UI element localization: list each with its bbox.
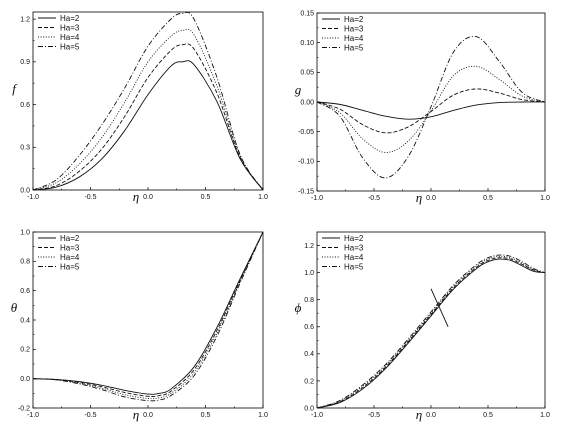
- x-tick-label: -0.5: [368, 412, 380, 419]
- series-line-Ha=3: [33, 232, 263, 397]
- x-axis-label: η: [133, 407, 139, 422]
- x-tick-label: 1.0: [258, 194, 268, 201]
- y-tick-label: 0.6: [20, 288, 30, 295]
- legend-label: Ha=5: [60, 42, 80, 51]
- legend-label: Ha=3: [344, 243, 364, 252]
- series-line-Ha=5: [33, 12, 263, 190]
- legend-label: Ha=2: [344, 15, 364, 24]
- series-line-Ha=2: [317, 258, 545, 408]
- legend-label: Ha=4: [344, 34, 364, 43]
- y-tick-label: 0.00: [300, 99, 314, 106]
- legend: Ha=2Ha=3Ha=4Ha=5: [38, 234, 80, 271]
- x-tick-label: 0.0: [143, 194, 153, 201]
- y-tick-label: -0.2: [18, 405, 30, 412]
- x-axis-label: η: [416, 190, 422, 205]
- series-line-Ha=2: [33, 60, 263, 190]
- y-tick-label: 0.3: [20, 145, 30, 152]
- series-line-Ha=4: [33, 232, 263, 400]
- series-line-Ha=2: [33, 232, 263, 395]
- series-line-Ha=5: [317, 254, 545, 408]
- y-tick-label: 1.0: [304, 270, 314, 277]
- y-tick-label: 0.8: [20, 259, 30, 266]
- x-tick-label: 0.0: [143, 412, 153, 419]
- y-tick-label: 0.0: [304, 405, 314, 412]
- y-tick-label: 0.0: [20, 376, 30, 383]
- legend-label: Ha=2: [344, 234, 364, 243]
- y-tick-label: 1.0: [20, 229, 30, 236]
- panel-1: -1.0 -0.5 0.0 0.5 1.00.00.30.60.91.2ηfHa=2Ha…: [12, 11, 268, 204]
- y-axis-label: g: [295, 82, 302, 97]
- x-tick-label: -1.0: [311, 412, 323, 419]
- legend-label: Ha=4: [60, 253, 80, 262]
- series-line-Ha=3: [33, 43, 263, 190]
- x-tick-label: -0.5: [84, 194, 96, 201]
- x-tick-label: -1.0: [27, 412, 39, 419]
- y-tick-label: 0.0: [20, 187, 30, 194]
- x-axis-label: η: [416, 407, 422, 422]
- x-tick-label: 0.5: [483, 195, 493, 202]
- legend-label: Ha=2: [60, 14, 80, 23]
- y-axis-label: θ: [11, 300, 18, 315]
- x-axis-label: η: [133, 189, 139, 204]
- x-tick-label: 1.0: [258, 412, 268, 419]
- legend-label: Ha=2: [60, 234, 80, 243]
- legend-label: Ha=5: [60, 262, 80, 271]
- x-tick-label: 0.0: [426, 412, 436, 419]
- legend: Ha=2Ha=3Ha=4Ha=5: [322, 15, 364, 52]
- x-tick-label: 0.5: [483, 412, 493, 419]
- x-tick-label: 0.5: [201, 412, 211, 419]
- y-tick-label: 0.6: [20, 102, 30, 109]
- y-tick-label: 0.8: [304, 297, 314, 304]
- y-tick-label: 0.2: [20, 347, 30, 354]
- legend-label: Ha=3: [60, 23, 80, 32]
- x-tick-label: 1.0: [540, 412, 550, 419]
- x-tick-label: -0.5: [84, 412, 96, 419]
- x-tick-label: -1.0: [311, 195, 323, 202]
- y-axis-label: ϕ: [295, 300, 302, 315]
- series-line-Ha=4: [317, 255, 545, 408]
- series-line-Ha=3: [317, 88, 545, 134]
- y-tick-label: -0.15: [298, 188, 314, 195]
- panel-4: -1.0 -0.5 0.0 0.5 1.0 0.0 0.2 0.4 0.6 0.8 1.0 1.2 η ϕ…: [295, 231, 550, 422]
- x-tick-label: -1.0: [27, 194, 39, 201]
- legend-label: Ha=3: [344, 24, 364, 33]
- x-tick-label: -0.5: [368, 195, 380, 202]
- legend-label: Ha=5: [344, 43, 364, 52]
- y-tick-label: 0.4: [20, 317, 30, 324]
- y-axis-label: f: [12, 81, 18, 96]
- y-tick-label: 0.15: [300, 10, 314, 17]
- y-tick-label: 1.2: [304, 243, 314, 250]
- legend-label: Ha=3: [60, 243, 80, 252]
- x-tick-label: 0.0: [426, 195, 436, 202]
- series-line-Ha=2: [317, 101, 545, 120]
- series-line-Ha=3: [317, 257, 545, 408]
- legend-label: Ha=5: [344, 262, 364, 271]
- legend-label: Ha=4: [60, 33, 80, 42]
- series-line-Ha=4: [33, 28, 263, 190]
- y-tick-label: 0.4: [304, 351, 314, 358]
- y-tick-label: 0.6: [304, 324, 314, 331]
- y-tick-label: 0.10: [300, 40, 314, 47]
- panel-3: -1.0 -0.5 0.0 0.5 1.0 -0.2 0.0 0.2 0.4 0.6 0.8 1.0 η…: [11, 229, 268, 422]
- y-tick-label: 0.2: [304, 378, 314, 385]
- legend-label: Ha=4: [344, 253, 364, 262]
- y-tick-label: 0.9: [20, 59, 30, 66]
- y-tick-label: -0.10: [298, 159, 314, 166]
- series-line-Ha=5: [33, 232, 263, 402]
- legend: Ha=2Ha=3Ha=4Ha=5: [38, 14, 80, 51]
- x-tick-label: 1.0: [540, 195, 550, 202]
- y-tick-label: 0.05: [300, 70, 314, 77]
- series-line-Ha=4: [317, 65, 545, 153]
- y-tick-label: 1.2: [20, 17, 30, 24]
- legend: Ha=2Ha=3Ha=4Ha=5: [322, 234, 364, 271]
- panel-2: -1.0 -0.5 0.0 0.5 1.0 -0.15 -0.10 -0.05 0.00 0.05…: [295, 10, 550, 205]
- y-tick-label: -0.05: [298, 129, 314, 136]
- series-line-Ha=5: [317, 35, 545, 179]
- x-tick-label: 0.5: [201, 194, 211, 201]
- direction-arrow: [430, 288, 449, 327]
